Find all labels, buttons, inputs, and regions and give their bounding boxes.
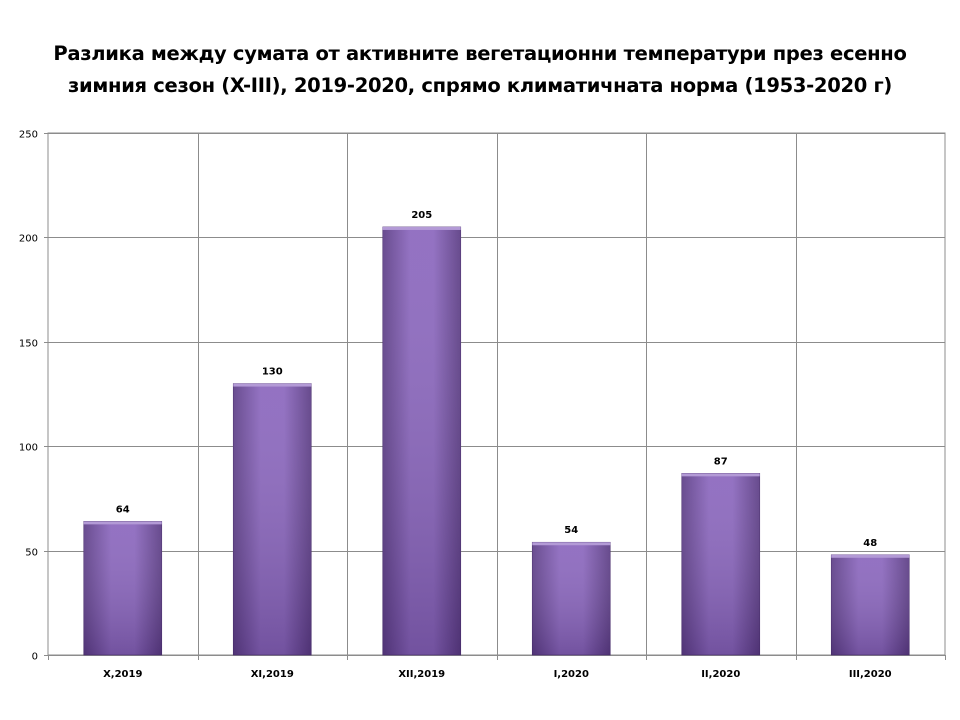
data-label: 64 [116, 504, 130, 515]
bar-shading [681, 473, 760, 655]
bar-shading [233, 383, 312, 655]
y-tick-label: 250 [19, 130, 38, 141]
bar-top-highlight [681, 473, 760, 477]
bar-shading [83, 521, 162, 655]
data-label: 54 [564, 525, 578, 536]
y-tick-label: 100 [19, 443, 38, 454]
chart-title-line-1: Разлика между сумата от активните вегета… [53, 42, 907, 65]
x-tick-label: II,2020 [701, 669, 740, 680]
data-label: 87 [714, 456, 728, 467]
bar-shading [532, 542, 611, 655]
chart-title: Разлика между сумата от активните вегета… [0, 38, 960, 102]
bar-top-highlight [532, 542, 611, 546]
bar-top-highlight [83, 521, 162, 525]
y-tick-label: 0 [32, 652, 38, 663]
data-label: 130 [262, 367, 283, 378]
x-tick-label: III,2020 [849, 669, 892, 680]
bar-shading [382, 226, 461, 655]
label-layer: 0 50 100 150 200 250 64 X,2019 130 XI,2019 205 XII,… [19, 130, 892, 681]
bar-layer [83, 226, 910, 656]
y-tick-label: 150 [19, 339, 38, 350]
plot-area [47, 132, 946, 656]
bar-shading [831, 554, 910, 655]
data-label: 205 [411, 210, 432, 221]
x-tick-label: XII,2019 [398, 669, 445, 680]
bar-top-highlight [382, 226, 461, 230]
data-label: 48 [863, 538, 877, 549]
bar-top-highlight [233, 383, 312, 387]
x-tick-label: XI,2019 [251, 669, 294, 680]
chart-title-line-2: зимния сезон (X-III), 2019-2020, спрямо … [67, 74, 892, 97]
x-tick-label: I,2020 [554, 669, 589, 680]
bar-top-highlight [831, 554, 910, 558]
y-tick-label: 50 [25, 548, 38, 559]
grid-layer [44, 132, 946, 660]
x-tick-label: X,2019 [103, 669, 142, 680]
y-tick-label: 200 [19, 234, 38, 245]
